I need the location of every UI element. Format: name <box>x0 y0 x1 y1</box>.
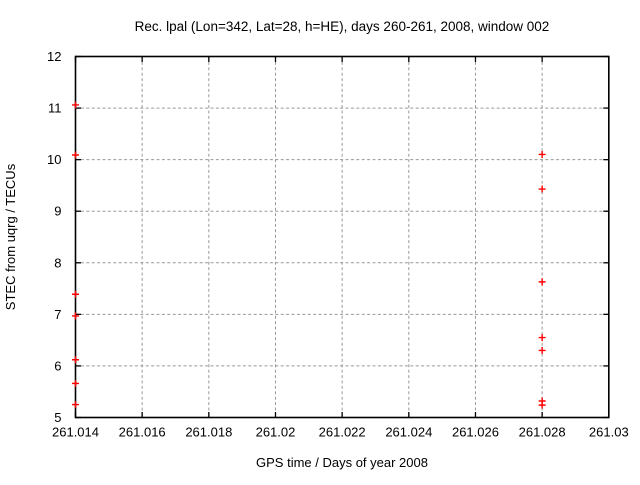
y-tick-label: 8 <box>54 255 61 270</box>
y-tick-label: 9 <box>54 204 61 219</box>
y-tick-label: 11 <box>48 101 62 116</box>
x-tick-label: 261.014 <box>52 425 99 440</box>
x-tick-label: 261.026 <box>452 425 499 440</box>
data-point-marker <box>538 334 546 342</box>
y-tick-label: 5 <box>54 410 61 425</box>
data-point-marker <box>72 312 79 320</box>
data-point-marker <box>72 356 79 364</box>
x-tick-label: 261.02 <box>256 425 296 440</box>
data-point-marker <box>72 379 79 387</box>
x-tick-label: 261.024 <box>385 425 432 440</box>
y-tick-label: 6 <box>54 358 61 373</box>
data-point-marker <box>538 278 546 286</box>
data-point-marker <box>72 290 79 298</box>
y-tick-label: 12 <box>47 49 61 64</box>
data-point-marker <box>72 151 79 159</box>
y-axis-label: STEC from uqrg / TECUs <box>3 163 18 310</box>
x-tick-label: 261.022 <box>319 425 366 440</box>
chart-title: Rec. lpal (Lon=342, Lat=28, h=HE), days … <box>135 19 550 34</box>
x-tick-label: 261.016 <box>119 425 166 440</box>
data-point-marker <box>538 346 546 354</box>
data-point-marker <box>72 101 79 109</box>
x-tick-label: 261.018 <box>185 425 232 440</box>
x-tick-label: 261.03 <box>589 425 629 440</box>
x-axis-label: GPS time / Days of year 2008 <box>256 455 428 470</box>
plot-area: 261.014 261.016 261.018 261.02 261.022 261.02… <box>47 49 629 440</box>
y-tick-label: 7 <box>54 307 61 322</box>
x-tick-label: 261.028 <box>519 425 566 440</box>
data-point-marker <box>538 401 546 409</box>
data-point-marker <box>538 150 546 158</box>
y-tick-label: 10 <box>47 152 61 167</box>
data-point-marker <box>72 401 79 409</box>
data-point-marker <box>538 185 546 193</box>
